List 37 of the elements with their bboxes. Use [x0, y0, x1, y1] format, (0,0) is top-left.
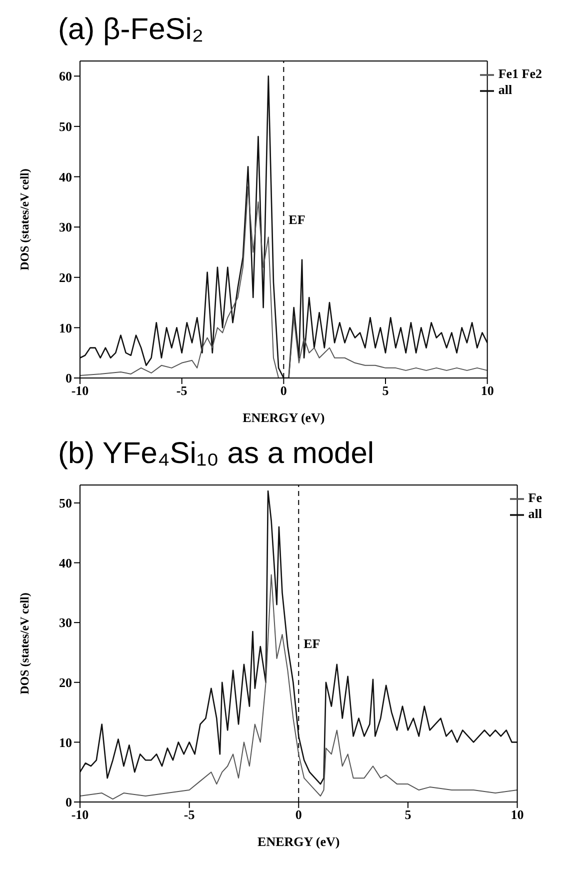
y-tick-label: 20 [59, 674, 72, 690]
x-tick-label: -5 [184, 807, 196, 822]
y-axis-title: DOS (states/eV cell) [17, 592, 32, 694]
x-tick-label: 5 [382, 383, 390, 398]
x-tick-label: -5 [176, 383, 188, 398]
chart-title: (a) β-FeSi₂ [57, 12, 205, 48]
chart-title: (b) YFe₄Si₁₀ as a model [57, 436, 376, 472]
x-tick-label: 0 [295, 807, 302, 822]
x-tick-label: -10 [71, 383, 89, 398]
line-series [80, 490, 518, 785]
x-axis-title: ENERGY (eV) [242, 410, 325, 425]
ref-line-label: EF [304, 636, 320, 652]
x-tick-label: 10 [510, 807, 524, 822]
x-tick-label: 5 [404, 807, 412, 822]
y-tick-label: 20 [59, 270, 72, 285]
legend-label: all [528, 506, 542, 522]
y-tick-label: 10 [59, 320, 72, 336]
line-series [80, 574, 518, 800]
legend-label: Fe1 Fe2 [498, 66, 542, 81]
x-tick-label: -10 [71, 807, 89, 822]
y-tick-label: 10 [59, 734, 72, 750]
y-tick-label: 50 [59, 119, 72, 134]
y-tick-label: 0 [66, 370, 72, 386]
legend-label: Fe [528, 490, 542, 505]
x-tick-label: 0 [280, 383, 287, 398]
legend-label: all [498, 82, 512, 98]
x-axis-title: ENERGY (eV) [258, 834, 340, 849]
y-tick-label: 40 [59, 555, 72, 570]
y-tick-label: 60 [59, 68, 72, 84]
ref-line-label: EF [288, 212, 306, 228]
y-tick-label: 0 [66, 794, 72, 810]
x-tick-label: 10 [480, 383, 494, 398]
y-axis-title: DOS (states/eV cell) [17, 168, 32, 270]
y-tick-label: 40 [59, 169, 72, 184]
y-tick-label: 30 [59, 220, 72, 235]
y-tick-label: 50 [59, 496, 72, 511]
y-tick-label: 30 [59, 615, 72, 630]
